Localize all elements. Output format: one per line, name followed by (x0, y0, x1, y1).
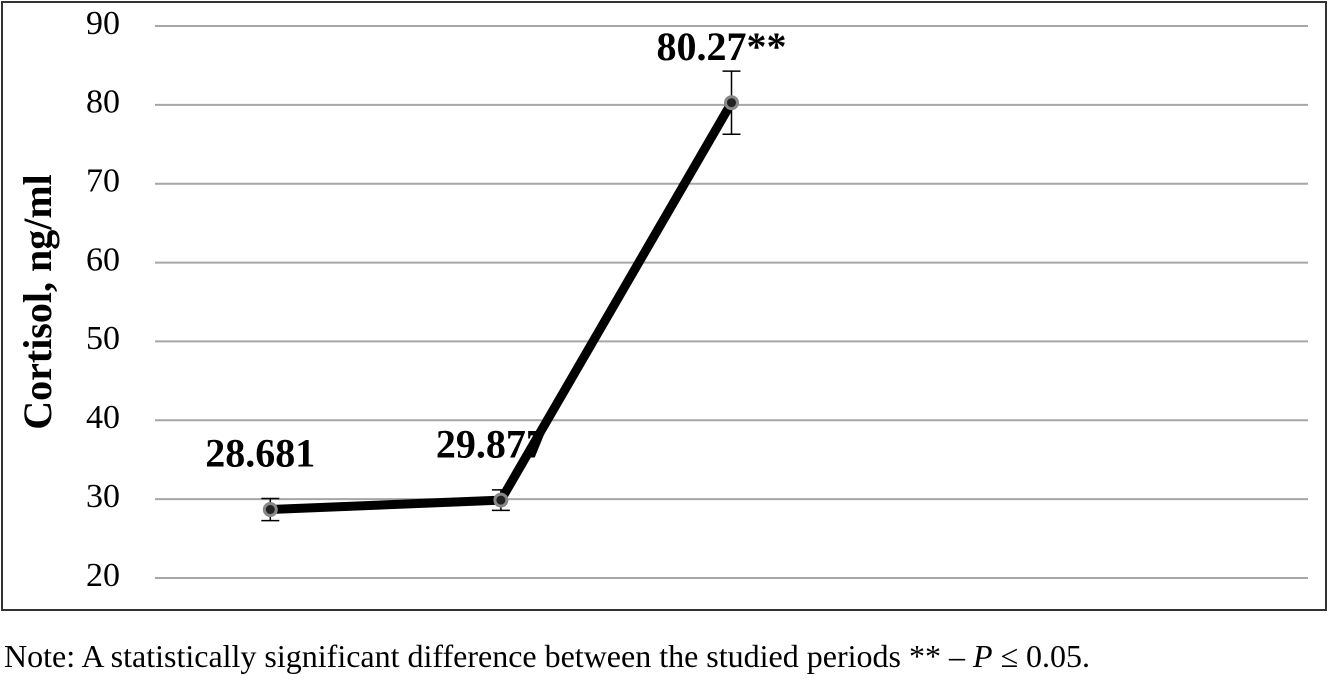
y-tick-label: 40 (86, 399, 120, 436)
y-tick-label: 30 (86, 478, 120, 515)
y-tick-label: 60 (86, 241, 120, 278)
data-point (262, 502, 278, 518)
data-point (493, 492, 509, 508)
data-label: 80.27** (657, 24, 787, 69)
y-axis-label: Cortisol, ng/ml (15, 174, 60, 430)
chart-frame (1, 1, 1327, 611)
y-tick-label: 70 (86, 163, 120, 200)
data-point (724, 95, 739, 111)
data-label: 29.877 (436, 421, 546, 466)
note: Note: A statistically significant differ… (4, 638, 1090, 674)
y-tick-label: 90 (86, 5, 120, 42)
data-label: 28.681 (205, 431, 315, 476)
y-tick-label: 50 (86, 320, 120, 357)
note-text: ≤ 0.05. (992, 638, 1090, 674)
note-text: Note: A statistically significant differ… (4, 638, 973, 674)
y-tick-label: 20 (86, 557, 120, 594)
note-text: P (972, 638, 993, 674)
y-tick-label: 80 (86, 84, 120, 121)
